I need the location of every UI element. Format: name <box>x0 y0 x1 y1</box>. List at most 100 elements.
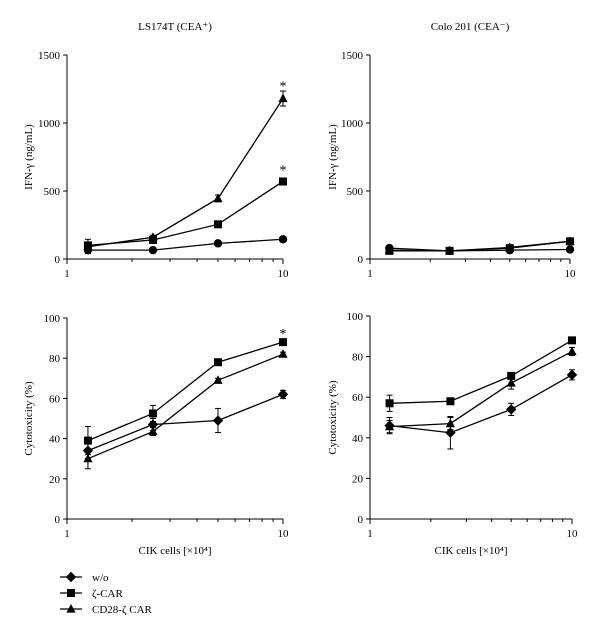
data-point <box>148 245 158 255</box>
y-tick-label: 1000 <box>38 118 61 130</box>
x-tick-label: 1 <box>367 268 373 280</box>
legend-label: ζ-CAR <box>92 588 123 600</box>
legend-marker <box>66 604 76 613</box>
data-point <box>148 409 157 418</box>
data-point <box>213 239 223 248</box>
data-point <box>444 245 455 255</box>
x-tick-label: 1 <box>64 268 70 280</box>
y-tick-label: 0 <box>358 514 364 526</box>
data-point <box>567 346 577 356</box>
y-tick-label: 1500 <box>38 50 61 62</box>
data-point <box>445 418 455 428</box>
y-tick-label: 60 <box>49 393 61 405</box>
series-triangle <box>83 90 288 251</box>
x-tick-label: 10 <box>567 528 579 540</box>
series-line <box>389 374 573 434</box>
y-tick-label: 80 <box>49 353 61 365</box>
series-line <box>87 353 284 460</box>
data-point <box>148 426 158 436</box>
legend-label: CD28-ζ CAR <box>92 604 153 616</box>
significance-marker: * <box>280 164 287 179</box>
data-point <box>278 235 288 244</box>
series-line <box>389 247 571 252</box>
legend-marker <box>65 571 77 583</box>
data-point <box>505 404 517 415</box>
data-point <box>506 377 516 387</box>
y-tick-label: 80 <box>352 352 364 364</box>
data-point <box>278 349 288 358</box>
data-point <box>565 245 575 254</box>
chart-title: LS174T (CEA⁺) <box>138 21 212 33</box>
legend-label: w/o <box>92 572 109 584</box>
chart-panel-1: 0 500 1000 1500 1 10 IFN-γ (ng/mL) LS174T (CEA⁺… <box>23 21 289 280</box>
data-point <box>384 421 395 431</box>
data-point <box>83 453 93 463</box>
series-line <box>87 238 284 251</box>
x-tick-label: 10 <box>278 528 290 540</box>
data-point <box>385 399 394 408</box>
data-point <box>566 369 578 381</box>
x-tick-label: 1 <box>64 528 70 540</box>
x-axis-label: CIK cells [×10⁴] <box>435 545 508 557</box>
series-square <box>385 237 574 255</box>
y-axis-label: IFN-γ (ng/mL) <box>327 124 339 190</box>
data-point <box>278 93 288 103</box>
x-tick-label: 10 <box>565 268 577 280</box>
x-tick-label: 1 <box>367 528 373 540</box>
series-square <box>83 338 287 456</box>
series-line <box>87 341 284 442</box>
series-triangle <box>384 346 577 434</box>
y-tick-label: 0 <box>55 514 61 526</box>
y-tick-label: 0 <box>358 254 364 266</box>
x-tick-label: 10 <box>278 268 290 280</box>
series-triangle <box>83 349 288 470</box>
significance-marker: * <box>280 327 287 342</box>
data-point <box>384 245 394 254</box>
chart-panel-2: 0 500 1000 1500 1 10 IFN-γ (ng/mL) Colo 201 (CE… <box>327 21 576 280</box>
y-axis-label: Cytotoxicity (%) <box>327 380 339 455</box>
series-line <box>87 98 284 248</box>
data-point <box>507 371 516 380</box>
data-point <box>279 338 287 347</box>
data-point <box>568 336 576 345</box>
y-tick-label: 500 <box>347 186 364 198</box>
data-point <box>565 236 575 245</box>
data-point <box>279 177 287 186</box>
data-point <box>213 358 222 367</box>
data-point <box>212 415 224 426</box>
data-point <box>83 241 93 251</box>
y-tick-label: 500 <box>44 186 61 198</box>
series-line <box>87 180 284 247</box>
legend-marker <box>67 589 75 597</box>
y-tick-label: 20 <box>49 474 61 486</box>
y-tick-label: 0 <box>55 254 61 266</box>
data-point <box>213 375 223 384</box>
series-line <box>389 350 573 428</box>
legend: w/o ζ-CAR CD28-ζ CAR <box>60 571 153 616</box>
data-point <box>213 193 223 203</box>
data-point <box>148 232 158 241</box>
data-point <box>505 242 515 252</box>
y-tick-label: 40 <box>352 433 364 445</box>
series-line <box>87 393 284 452</box>
legend-item: w/o <box>60 571 109 584</box>
data-point <box>446 397 455 406</box>
y-axis-label: Cytotoxicity (%) <box>23 381 35 456</box>
series-triangle <box>384 236 575 255</box>
y-tick-label: 1000 <box>341 118 364 130</box>
chart-panel-4: 0 20 40 60 80 100 1 10 Cytotoxicity (%) CIK cells… <box>327 311 578 557</box>
series-line <box>389 339 573 404</box>
series-diamond <box>384 369 578 450</box>
legend-item: CD28-ζ CAR <box>60 604 153 616</box>
legend-item: ζ-CAR <box>60 588 123 600</box>
x-axis-label: CIK cells [×10⁴] <box>139 545 212 557</box>
y-tick-label: 60 <box>352 392 364 404</box>
y-tick-label: 20 <box>352 473 364 485</box>
y-tick-label: 100 <box>44 313 61 325</box>
data-point <box>277 389 289 400</box>
series-square <box>385 336 576 412</box>
data-point <box>83 436 92 445</box>
significance-marker: * <box>280 79 287 94</box>
chart-title: Colo 201 (CEA⁻) <box>431 21 510 33</box>
